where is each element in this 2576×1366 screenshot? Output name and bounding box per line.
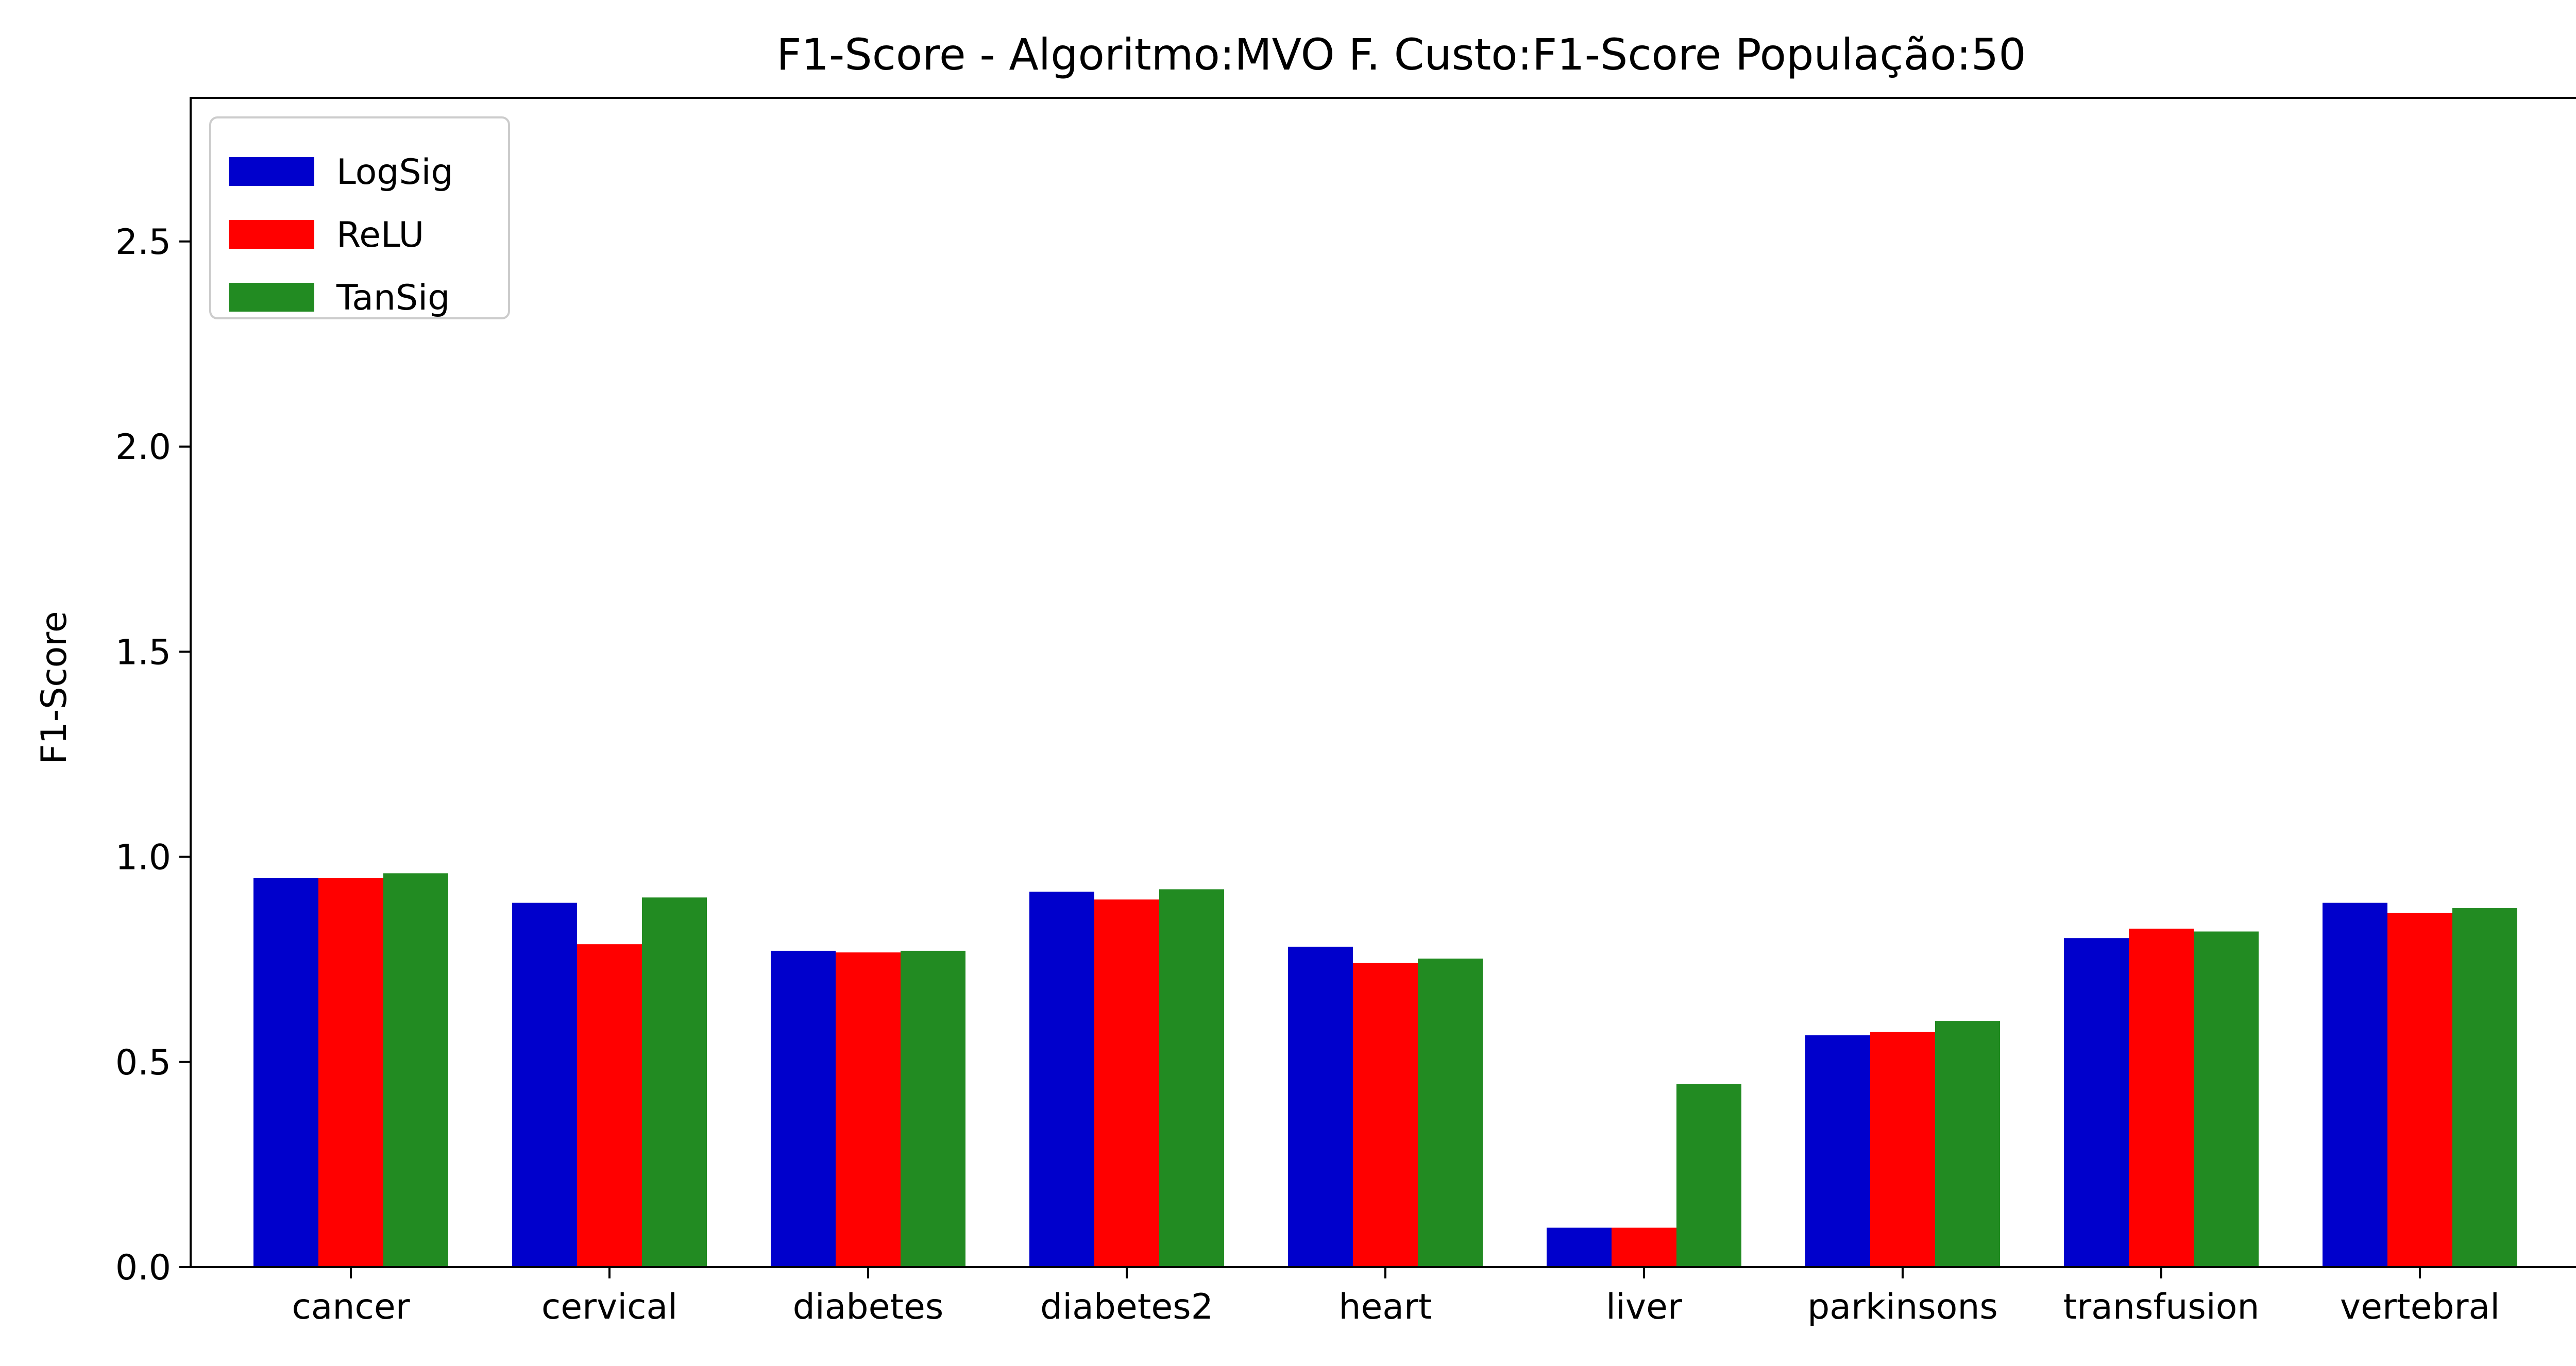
bar-tansig-diabetes2 [1159, 889, 1224, 1267]
legend-swatch-logsig [229, 157, 314, 186]
y-tick-label-0.0: 0.0 [115, 1248, 171, 1288]
bar-tansig-heart [1418, 959, 1483, 1267]
y-tick-label-2.0: 2.0 [115, 427, 171, 468]
y-tick-label-1.0: 1.0 [115, 838, 171, 878]
bar-logsig-vertebral [2323, 902, 2387, 1267]
x-tick-label-transfusion: transfusion [2063, 1287, 2260, 1327]
x-tick-label-diabetes: diabetes [793, 1287, 944, 1327]
axis-ticks: cancer cervical diabetes diabetes2 heart live… [115, 222, 2500, 1327]
bar-tansig-vertebral [2452, 908, 2517, 1267]
x-tick-label-cervical: cervical [541, 1287, 677, 1327]
bar-logsig-heart [1288, 946, 1353, 1267]
bar-tansig-transfusion [2194, 931, 2259, 1267]
y-tick-label-2.5: 2.5 [115, 222, 171, 263]
bar-tansig-cervical [642, 897, 707, 1267]
bar-tansig-liver [1676, 1084, 1741, 1267]
bar-relu-heart [1353, 963, 1418, 1267]
legend-label-relu: ReLU [336, 215, 424, 255]
bar-logsig-liver [1547, 1227, 1612, 1267]
bar-relu-cancer [318, 878, 383, 1267]
bar-logsig-parkinsons [1805, 1035, 1870, 1267]
y-tick-label-1.5: 1.5 [115, 632, 171, 673]
legend-swatch-relu [229, 220, 314, 249]
bar-logsig-diabetes2 [1029, 892, 1094, 1267]
legend-label-tansig: TanSig [336, 278, 450, 318]
bar-relu-diabetes2 [1094, 899, 1159, 1267]
x-tick-label-vertebral: vertebral [2340, 1287, 2500, 1327]
bars-group [253, 873, 2517, 1267]
bar-logsig-cervical [512, 902, 577, 1267]
bar-relu-parkinsons [1870, 1032, 1935, 1267]
bar-logsig-diabetes [771, 950, 836, 1267]
x-tick-label-heart: heart [1338, 1287, 1432, 1327]
chart-title: F1-Score - Algoritmo:MVO F. Custo:F1-Sco… [776, 29, 2026, 80]
x-tick-label-parkinsons: parkinsons [1807, 1287, 1998, 1327]
plot-frame [190, 97, 2576, 1268]
bar-logsig-transfusion [2064, 938, 2129, 1267]
bar-relu-cervical [577, 944, 642, 1267]
y-tick-label-0.5: 0.5 [115, 1043, 171, 1083]
bar-relu-transfusion [2129, 928, 2194, 1267]
legend: LogSig ReLU TanSig [209, 116, 510, 319]
legend-swatch-tansig [229, 283, 314, 312]
bar-relu-diabetes [836, 952, 901, 1267]
legend-label-logsig: LogSig [336, 152, 453, 193]
y-axis-label: F1-Score [34, 611, 75, 764]
x-tick-label-diabetes2: diabetes2 [1040, 1287, 1213, 1327]
bar-tansig-cancer [383, 873, 448, 1267]
bar-logsig-cancer [253, 878, 318, 1267]
bar-tansig-diabetes [901, 950, 965, 1267]
bar-relu-vertebral [2387, 913, 2452, 1267]
bar-relu-liver [1612, 1227, 1676, 1267]
x-tick-label-cancer: cancer [292, 1287, 410, 1327]
x-tick-label-liver: liver [1606, 1287, 1682, 1327]
bar-tansig-parkinsons [1935, 1021, 2000, 1267]
